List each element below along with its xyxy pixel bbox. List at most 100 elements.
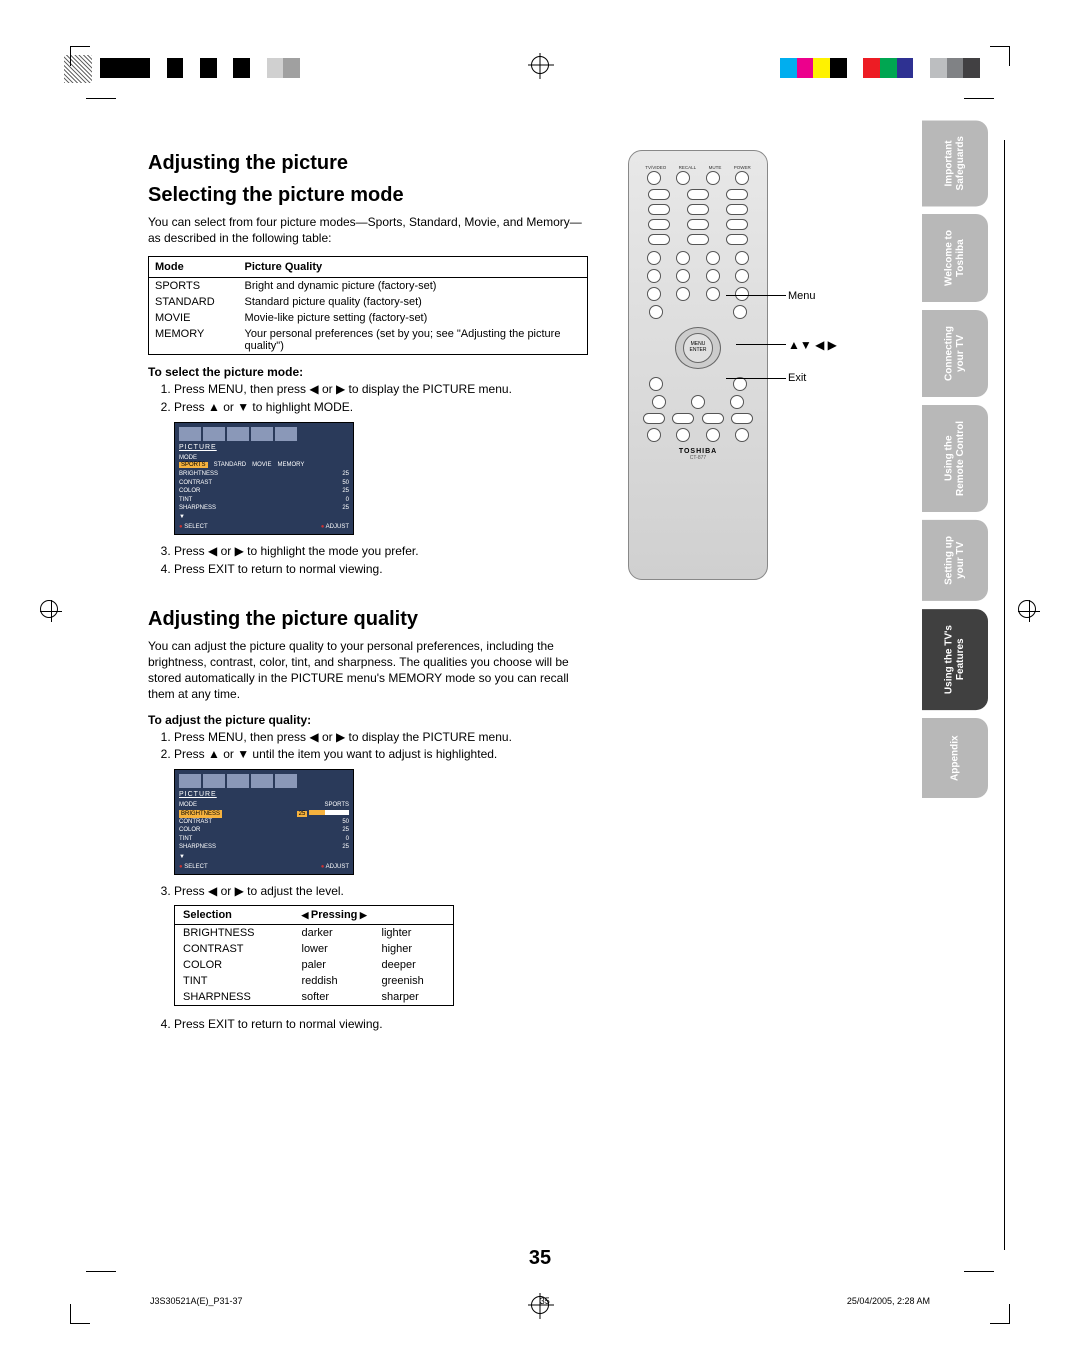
- mode-desc: Bright and dynamic picture (factory-set): [239, 278, 588, 295]
- remote-num: [648, 189, 670, 200]
- steps-select-mode: Press MENU, then press ◀ or ▶ to display…: [174, 381, 588, 416]
- osd-mode: MEMORY: [277, 462, 304, 468]
- side-tab: Appendix: [922, 718, 988, 798]
- osd-label: BRIGHTNESS: [179, 470, 218, 478]
- side-tab: Welcome toToshiba: [922, 214, 988, 302]
- remote-diagram: TV/VIDEORECALLMUTEPOWER MENUENTER TOSHIB…: [618, 150, 938, 580]
- remote-dpad: MENUENTER: [663, 323, 733, 373]
- osd-value: 50: [342, 818, 349, 826]
- callout-line: [736, 344, 786, 345]
- steps-select-mode-cont: Press ◀ or ▶ to highlight the mode you p…: [174, 543, 588, 578]
- osd-label: BRIGHTNESS: [179, 810, 222, 818]
- heading-selecting-mode: Selecting the picture mode: [148, 182, 588, 208]
- step: Press ▲ or ▼ until the item you want to …: [174, 746, 588, 763]
- heading-adjusting-picture: Adjusting the picture: [148, 150, 588, 176]
- osd-value: 25: [342, 843, 349, 851]
- adjust-name: COLOR: [175, 957, 294, 973]
- adjust-left: softer: [294, 989, 374, 1006]
- remote-body: TV/VIDEORECALLMUTEPOWER MENUENTER TOSHIB…: [628, 150, 768, 580]
- reg-bar-right: [780, 58, 980, 78]
- osd-slider: [309, 810, 349, 815]
- adjust-left: lower: [294, 941, 374, 957]
- osd-value: 25: [342, 826, 349, 834]
- osd-foot: SELECT: [179, 524, 208, 530]
- main-column: Adjusting the picture Selecting the pict…: [148, 150, 588, 1034]
- steps-adjust-quality-end: Press EXIT to return to normal viewing.: [174, 1016, 588, 1033]
- adjust-left: darker: [294, 925, 374, 942]
- osd-value: 50: [342, 479, 349, 487]
- osd-screenshot-1: PICTURE MODE SPORTS STANDARD MOVIE MEMOR…: [174, 422, 354, 535]
- callout-line: [726, 295, 786, 296]
- crop-line: [86, 98, 116, 99]
- footer-file: J3S30521A(E)_P31-37: [150, 1296, 243, 1306]
- osd-value: 0: [346, 835, 349, 843]
- trim-line-right: [1004, 140, 1005, 1250]
- osd-foot: SELECT: [179, 864, 208, 870]
- callout-exit: Exit: [788, 372, 806, 384]
- side-tabs: ImportantSafeguards Welcome toToshiba Conn…: [922, 120, 988, 798]
- remote-label: RECALL: [679, 165, 697, 170]
- remote-brand: TOSHIBA: [639, 448, 757, 455]
- mode-name: STANDARD: [149, 294, 239, 310]
- osd-label: COLOR: [179, 826, 200, 834]
- heading-adjust-quality: Adjusting the picture quality: [148, 606, 588, 632]
- footer-date: 25/04/2005, 2:28 AM: [847, 1296, 930, 1306]
- step: Press ▲ or ▼ to highlight MODE.: [174, 399, 588, 416]
- osd-title: PICTURE: [179, 791, 349, 798]
- osd-mode: MOVIE: [252, 462, 271, 468]
- side-tab: Connectingyour TV: [922, 310, 988, 397]
- adjust-name: SHARPNESS: [175, 989, 294, 1006]
- osd-label: CONTRAST: [179, 818, 212, 826]
- mode-table: Mode Picture Quality SPORTSBright and dy…: [148, 256, 588, 355]
- mode-desc: Your personal preferences (set by you; s…: [239, 326, 588, 355]
- adjust-right: deeper: [374, 957, 454, 973]
- crop-mark: [990, 46, 1010, 66]
- osd-label: MODE: [179, 801, 197, 809]
- side-tab: ImportantSafeguards: [922, 120, 988, 206]
- adjust-name: BRIGHTNESS: [175, 925, 294, 942]
- mode-table-header: Mode: [149, 257, 239, 278]
- osd-title: PICTURE: [179, 444, 349, 451]
- crop-mark: [990, 1304, 1010, 1324]
- callout-menu: Menu: [788, 290, 816, 302]
- mode-desc: Movie-like picture setting (factory-set): [239, 310, 588, 326]
- steps-adjust-quality-cont: Press ◀ or ▶ to adjust the level.: [174, 883, 588, 900]
- step: Press MENU, then press ◀ or ▶ to display…: [174, 381, 588, 398]
- osd-label: SHARPNESS: [179, 504, 216, 512]
- step: Press ◀ or ▶ to highlight the mode you p…: [174, 543, 588, 560]
- adjust-right: sharper: [374, 989, 454, 1006]
- crop-line: [964, 98, 994, 99]
- adjust-right: greenish: [374, 973, 454, 989]
- adjust-left: paler: [294, 957, 374, 973]
- remote-menu-button: MENUENTER: [683, 333, 713, 363]
- side-target-left: [40, 600, 62, 622]
- osd-screenshot-2: PICTURE MODESPORTS BRIGHTNESS25 CONTRAST…: [174, 769, 354, 874]
- adjust-left: reddish: [294, 973, 374, 989]
- adjust-right: lighter: [374, 925, 454, 942]
- osd-value: 25: [342, 487, 349, 495]
- step: Press ◀ or ▶ to adjust the level.: [174, 883, 588, 900]
- mode-table-header: Picture Quality: [239, 257, 588, 278]
- remote-label: MUTE: [709, 165, 722, 170]
- osd-foot: ADJUST: [321, 524, 349, 530]
- intro-text-2: You can adjust the picture quality to yo…: [148, 638, 588, 703]
- crop-line: [964, 1271, 994, 1272]
- osd-label: COLOR: [179, 487, 200, 495]
- page-content: Adjusting the picture Selecting the pict…: [148, 150, 958, 1250]
- adjust-table-header: Selection: [175, 906, 294, 925]
- adjust-table: Selection Pressing BRIGHTNESSdarkerlight…: [174, 905, 454, 1006]
- crop-mark: [70, 1304, 90, 1324]
- remote-label: TV/VIDEO: [645, 165, 666, 170]
- callout-arrows: ▲▼ ◀ ▶: [788, 338, 837, 352]
- mode-name: MEMORY: [149, 326, 239, 355]
- footer-page: 35: [540, 1296, 550, 1306]
- reg-bar-left: [100, 58, 300, 78]
- osd-label: MODE: [179, 454, 197, 462]
- osd-mode: SPORTS: [179, 462, 208, 468]
- osd-label: SHARPNESS: [179, 843, 216, 851]
- adjust-name: CONTRAST: [175, 941, 294, 957]
- mode-name: MOVIE: [149, 310, 239, 326]
- mode-desc: Standard picture quality (factory-set): [239, 294, 588, 310]
- reg-cross-top: [531, 56, 549, 74]
- side-tab: Using the TV'sFeatures: [922, 609, 988, 710]
